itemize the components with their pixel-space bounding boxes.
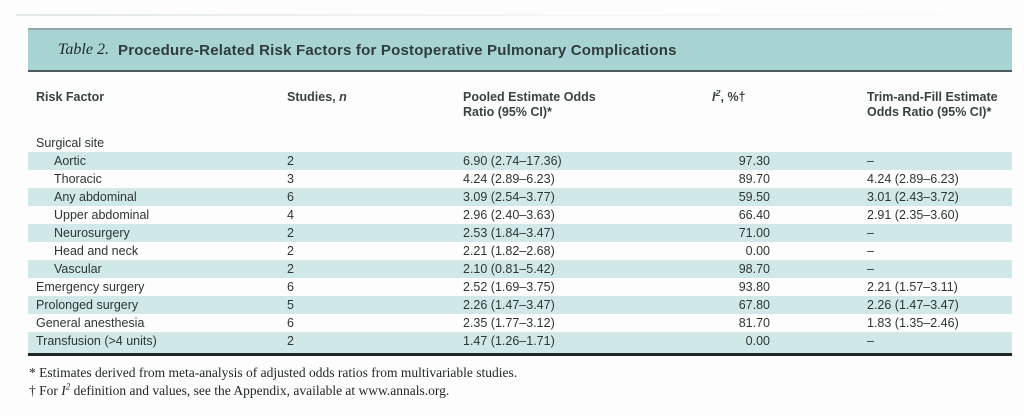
cell-studies: 5 [287,298,294,312]
cell-pooled-or: 2.21 (1.82–2.68) [463,244,555,258]
column-header-i2: I2, %† [712,90,746,104]
cell-risk-factor: General anesthesia [36,316,145,330]
cell-risk-factor: Thoracic [54,172,102,186]
column-header-risk-factor: Risk Factor [36,90,105,104]
cell-trim-and-fill: 1.83 (1.35–2.46) [867,316,959,330]
cell-trim-and-fill: – [867,244,874,258]
cell-pooled-or: 3.09 (2.54–3.77) [463,190,555,204]
table-footnotes: * Estimates derived from meta-analysis o… [29,364,989,400]
footnote: * Estimates derived from meta-analysis o… [29,365,518,380]
cell-risk-factor: Surgical site [36,136,105,150]
table-row: Prolonged surgery 5 2.26 (1.47–3.47) 67.80 2… [28,296,1012,314]
table-title: Procedure-Related Risk Factors for Posto… [117,41,677,59]
cell-pooled-or: 2.53 (1.84–3.47) [463,226,555,240]
cell-pooled-or: 6.90 (2.74–17.36) [463,154,562,168]
cell-studies: 4 [287,208,294,222]
cell-trim-and-fill [770,134,1012,152]
cell-risk-factor: Transfusion (>4 units) [36,334,157,348]
cell-pooled-or: 2.52 (1.69–3.75) [463,280,555,294]
cell-studies: 3 [287,172,294,186]
table-row: Upper abdominal 4 2.96 (2.40–3.63) 66.40 2.9… [28,206,1012,224]
cell-i2: 66.40 [738,208,770,222]
table-header-row: Risk Factor Studies, n Pooled Estimate Odd… [28,90,1012,120]
cell-studies: 2 [287,262,294,276]
cell-i2: 0.00 [745,334,770,348]
cell-i2: 89.70 [738,172,770,186]
cell-studies: 6 [287,316,294,330]
page-rule-artifact [16,14,1024,16]
cell-risk-factor: Prolonged surgery [36,298,139,312]
footnote: † For I2 definition and values, see the … [29,381,450,398]
cell-i2: 71.00 [738,226,770,240]
cell-trim-and-fill: 2.26 (1.47–3.47) [867,298,959,312]
cell-i2: 59.50 [738,190,770,204]
cell-pooled-or: 2.10 (0.81–5.42) [463,262,555,276]
cell-studies: 2 [287,226,294,240]
cell-risk-factor: Emergency surgery [36,280,145,294]
table-row: Surgical site [28,134,1012,152]
cell-trim-and-fill: – [867,226,874,240]
cell-i2: 0.00 [745,244,770,258]
table-row: Aortic 2 6.90 (2.74–17.36) 97.30 – [28,152,1012,170]
cell-studies: 2 [287,334,294,348]
cell-pooled-or [463,134,712,152]
cell-pooled-or: 4.24 (2.89–6.23) [463,172,555,186]
cell-studies: 6 [287,280,294,294]
cell-i2: 97.30 [738,154,770,168]
cell-pooled-or: 2.35 (1.77–3.12) [463,316,555,330]
cell-trim-and-fill: 2.91 (2.35–3.60) [867,208,959,222]
column-header-trim-and-fill: Trim-and-Fill Estimate Odds Ratio (95% CI… [867,90,998,119]
table-body: Surgical site Aortic 2 6.90 (2.74–17.36) 97.… [28,134,1012,356]
table-row: Vascular 2 2.10 (0.81–5.42) 98.70 – [28,260,1012,278]
cell-i2: 81.70 [738,316,770,330]
cell-studies [287,134,463,152]
cell-risk-factor: Upper abdominal [54,208,150,222]
table-row: Head and neck 2 2.21 (1.82–2.68) 0.00 – [28,242,1012,260]
cell-risk-factor: Any abdominal [54,190,137,204]
column-header-pooled-or: Pooled Estimate Odds Ratio (95% CI)* [463,90,596,119]
table-row: General anesthesia 6 2.35 (1.77–3.12) 81.70… [28,314,1012,332]
cell-i2: 93.80 [738,280,770,294]
cell-i2 [712,134,770,152]
cell-risk-factor: Vascular [54,262,102,276]
column-header-studies: Studies, n [287,90,347,104]
cell-trim-and-fill: – [867,334,874,348]
table-row: Neurosurgery 2 2.53 (1.84–3.47) 71.00 – [28,224,1012,242]
cell-risk-factor: Aortic [54,154,86,168]
cell-risk-factor: Neurosurgery [54,226,130,240]
cell-trim-and-fill: – [867,262,874,276]
cell-studies: 6 [287,190,294,204]
cell-i2: 67.80 [738,298,770,312]
table-2: Table 2. Procedure-Related Risk Factors … [28,28,1012,356]
cell-pooled-or: 2.26 (1.47–3.47) [463,298,555,312]
cell-trim-and-fill: 2.21 (1.57–3.11) [867,280,958,294]
table-row: Thoracic 3 4.24 (2.89–6.23) 89.70 4.24 (2.89… [28,170,1012,188]
table-row: Emergency surgery 6 2.52 (1.69–3.75) 93.80 2… [28,278,1012,296]
cell-risk-factor: Head and neck [54,244,139,258]
cell-studies: 2 [287,154,294,168]
cell-i2: 98.70 [738,262,770,276]
cell-trim-and-fill: 4.24 (2.89–6.23) [867,172,959,186]
cell-trim-and-fill: 3.01 (2.43–3.72) [867,190,959,204]
cell-pooled-or: 1.47 (1.26–1.71) [463,334,555,348]
cell-trim-and-fill: – [867,154,874,168]
table-title-bar: Table 2. Procedure-Related Risk Factors … [28,28,1012,72]
cell-pooled-or: 2.96 (2.40–3.63) [463,208,555,222]
table-row: Any abdominal 6 3.09 (2.54–3.77) 59.50 3.01 … [28,188,1012,206]
cell-studies: 2 [287,244,294,258]
table-row: Transfusion (>4 units) 2 1.47 (1.26–1.71) 0… [28,332,1012,353]
table-number: Table 2. [58,41,109,58]
